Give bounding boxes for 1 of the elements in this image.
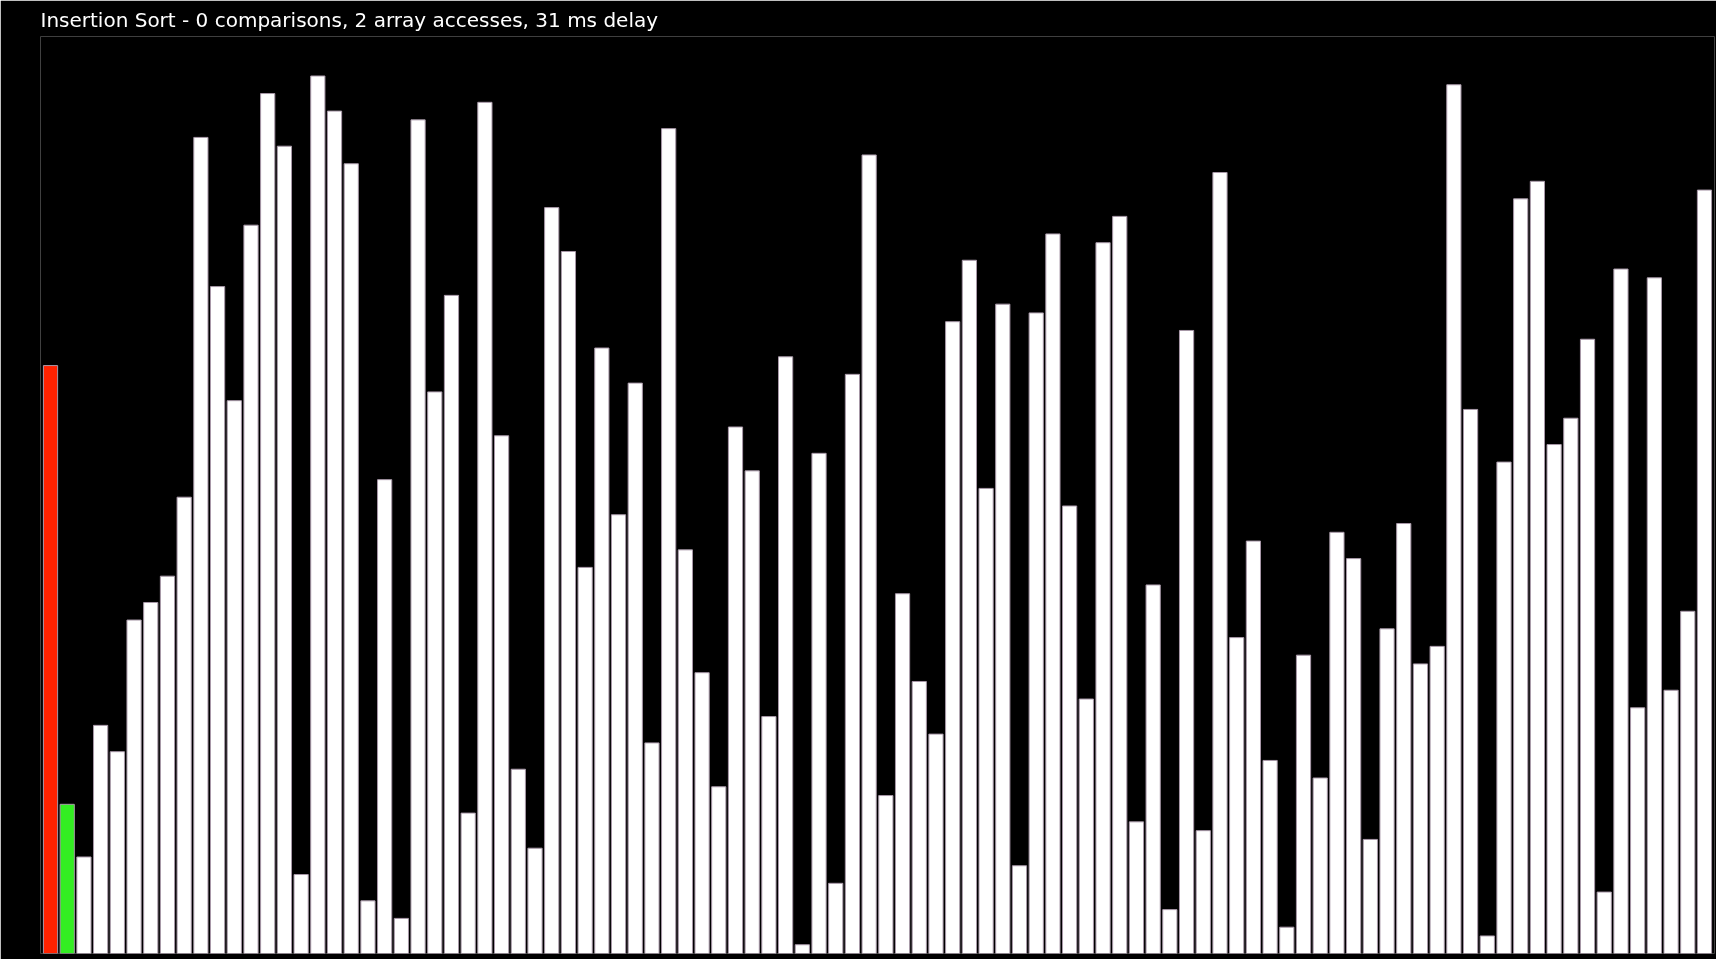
chart-title: Insertion Sort - 0 comparisons, 2 array accesses, 31 ms delay (40, 7, 659, 32)
